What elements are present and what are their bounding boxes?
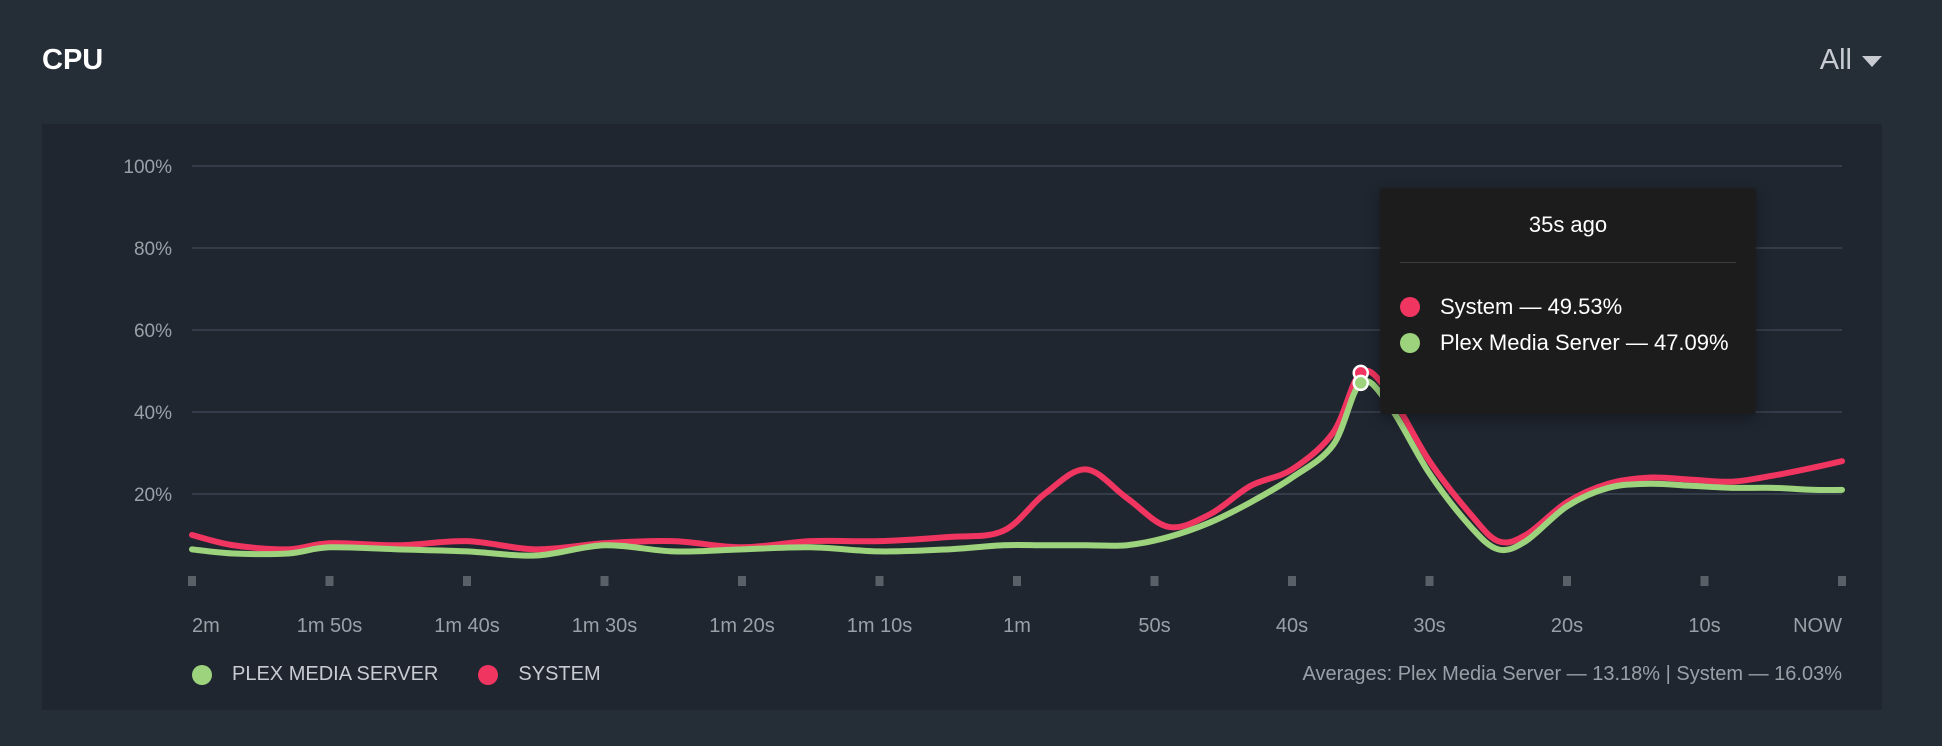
range-dropdown-label: All bbox=[1819, 44, 1852, 76]
x-tick-label: 1m 20s bbox=[709, 615, 775, 637]
x-tick-label: 40s bbox=[1276, 615, 1308, 637]
series-line-plex-media-server bbox=[189, 378, 1845, 559]
x-tick-label: 50s bbox=[1138, 615, 1170, 637]
legend-label-system: SYSTEM bbox=[518, 663, 601, 685]
legend-swatch-system bbox=[478, 664, 499, 685]
chart-tooltip: 35s ago System — 49.53% Plex Media Serve… bbox=[1380, 188, 1756, 414]
tooltip-swatch-plex bbox=[1400, 333, 1420, 353]
legend-item-plex[interactable]: PLEX MEDIA SERVER bbox=[192, 663, 438, 686]
highlight-point-plex-media-server bbox=[1352, 374, 1369, 392]
x-tick-mark bbox=[1700, 576, 1709, 586]
x-tick-label: 1m 40s bbox=[434, 615, 500, 637]
x-tick-label: NOW bbox=[1793, 615, 1842, 637]
x-tick-mark bbox=[463, 576, 471, 586]
x-tick-mark bbox=[1563, 576, 1571, 586]
tooltip-title: 35s ago bbox=[1528, 212, 1608, 237]
x-tick-mark bbox=[1288, 576, 1296, 586]
x-tick-mark bbox=[1838, 576, 1846, 586]
y-tick-label: 80% bbox=[134, 239, 172, 260]
chart-title: CPU bbox=[42, 44, 104, 76]
tooltip-swatch-system bbox=[1400, 297, 1420, 317]
x-tick-label: 20s bbox=[1551, 615, 1583, 637]
chart-legend: PLEX MEDIA SERVER SYSTEM bbox=[192, 663, 601, 686]
y-tick-label: 20% bbox=[134, 485, 172, 506]
legend-swatch-plex bbox=[192, 664, 212, 685]
y-tick-label: 40% bbox=[134, 403, 172, 424]
averages-text: Averages: Plex Media Server — 13.18% | S… bbox=[1302, 663, 1842, 685]
x-tick-mark bbox=[1013, 576, 1021, 586]
tooltip-value-plex: Plex Media Server — 47.09% bbox=[1440, 330, 1729, 355]
x-tick-label: 1m 30s bbox=[572, 615, 638, 637]
tooltip-row-plex: Plex Media Server — 47.09% bbox=[1400, 325, 1756, 361]
x-tick-mark bbox=[1425, 576, 1434, 586]
y-tick-label: 60% bbox=[134, 321, 172, 342]
x-tick-mark bbox=[600, 576, 609, 586]
x-tick-label: 1m 10s bbox=[847, 615, 913, 637]
series-line-system bbox=[189, 367, 1845, 553]
x-tick-mark bbox=[325, 576, 334, 586]
x-tick-mark bbox=[738, 576, 746, 586]
legend-label-plex: PLEX MEDIA SERVER bbox=[232, 663, 439, 685]
cpu-line-chart[interactable]: 20% 40% 60% 80% 100% 2m 1m 50s 1m 40s 1m 30s 1m 2… bbox=[42, 124, 1882, 710]
legend-item-system[interactable]: SYSTEM bbox=[478, 663, 601, 686]
tooltip-divider bbox=[1400, 262, 1736, 263]
x-tick-mark bbox=[188, 576, 196, 586]
x-tick-mark bbox=[1150, 576, 1159, 586]
x-tick-label: 30s bbox=[1413, 615, 1445, 637]
x-tick-label: 2m bbox=[192, 615, 220, 637]
tooltip-value-system: System — 49.53% bbox=[1440, 294, 1623, 319]
y-tick-label: 100% bbox=[123, 157, 172, 178]
range-dropdown[interactable]: All bbox=[1820, 44, 1882, 77]
x-tick-label: 1m 50s bbox=[297, 615, 363, 637]
x-tick-label: 1m bbox=[1003, 615, 1031, 637]
x-tick-label: 10s bbox=[1688, 615, 1720, 637]
x-tick-mark bbox=[875, 576, 884, 586]
tooltip-row-system: System — 49.53% bbox=[1400, 289, 1756, 325]
caret-down-icon bbox=[1862, 56, 1882, 67]
